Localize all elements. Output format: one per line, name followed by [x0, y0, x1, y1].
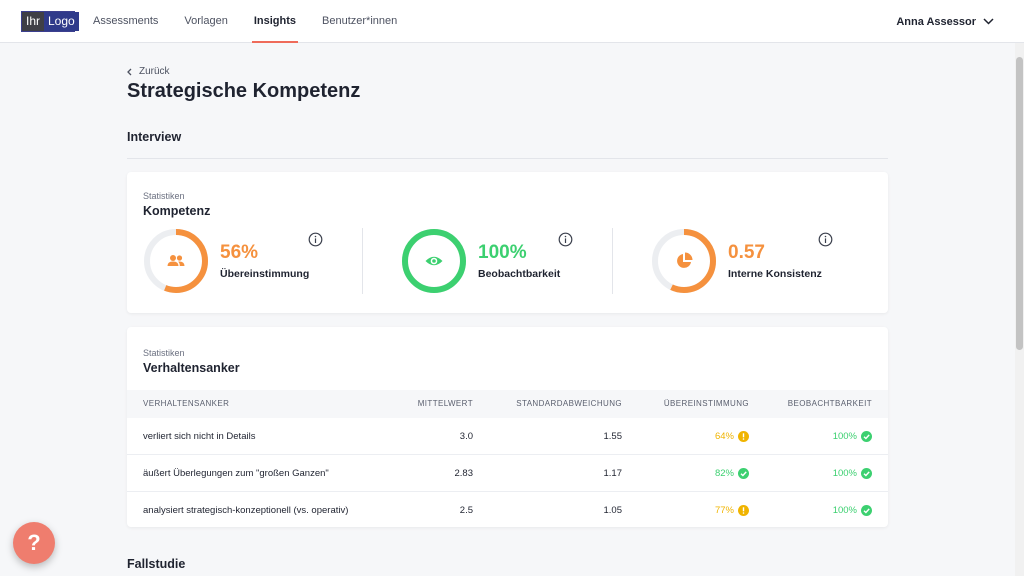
agreement-text: 82% — [714, 468, 734, 479]
nav-assessments[interactable]: Assessments — [93, 15, 159, 27]
agreement-cell: 77% — [715, 492, 749, 529]
column-header-observability[interactable]: Beobachtbarkeit — [787, 399, 872, 408]
card-subtitle: Statistiken — [143, 191, 185, 201]
stat-internal-consistency: 0.57 Interne Konsistenz — [651, 228, 841, 294]
warning-icon — [738, 431, 749, 442]
agreement-label: Übereinstimmung — [220, 268, 310, 280]
column-header-anchor[interactable]: Verhaltensanker — [143, 399, 230, 408]
pie-chart-icon — [677, 252, 693, 268]
eye-icon — [425, 256, 443, 266]
info-icon[interactable] — [818, 232, 833, 247]
page-title: Strategische Kompetenz — [127, 80, 361, 102]
table-row[interactable]: verliert sich nicht in Details 3.0 1.55 … — [127, 418, 888, 455]
competence-stats-card: Statistiken Kompetenz 56% Übereinstimmun… — [127, 172, 888, 313]
observability-cell: 100% — [833, 418, 872, 455]
section-title-interview: Interview — [127, 130, 182, 144]
agreement-cell: 64% — [715, 418, 749, 455]
observability-cell: 100% — [833, 455, 872, 492]
stat-divider — [362, 228, 363, 294]
scrollbar-thumb[interactable] — [1016, 57, 1023, 350]
main-nav: Assessments Vorlagen Insights Benutzer*i… — [93, 0, 423, 43]
consistency-ring — [652, 229, 716, 293]
card-subtitle: Statistiken — [143, 348, 185, 358]
mean-cell: 2.5 — [459, 505, 473, 516]
check-icon — [861, 431, 872, 442]
user-menu[interactable]: Anna Assessor — [896, 0, 994, 43]
mean-cell: 3.0 — [459, 431, 473, 442]
nav-vorlagen[interactable]: Vorlagen — [184, 15, 228, 27]
anchor-cell: äußert Überlegungen zum "großen Ganzen" — [143, 468, 329, 479]
agreement-text: 77% — [714, 505, 734, 516]
stat-agreement: 56% Übereinstimmung — [143, 228, 323, 294]
observability-value: 100% — [478, 242, 527, 263]
top-navigation-bar: Ihr Logo Assessments Vorlagen Insights B… — [0, 0, 1024, 43]
std-cell: 1.17 — [603, 468, 623, 479]
observability-label: Beobachtbarkeit — [478, 268, 561, 280]
back-link[interactable]: Zurück — [127, 66, 170, 77]
consistency-label: Interne Konsistenz — [728, 268, 822, 280]
agreement-ring — [144, 229, 208, 293]
observability-text: 100% — [832, 468, 857, 479]
anchor-cell: verliert sich nicht in Details — [143, 431, 256, 442]
logo-text-left: Ihr — [22, 12, 44, 31]
anchor-cell: analysiert strategisch-konzeptionell (vs… — [143, 505, 349, 516]
agreement-value: 56% — [220, 242, 259, 263]
table-header: Verhaltensanker Mittelwert Standardabwei… — [127, 390, 888, 418]
column-header-mean[interactable]: Mittelwert — [417, 399, 473, 408]
info-icon[interactable] — [558, 232, 573, 247]
nav-benutzerinnen[interactable]: Benutzer*innen — [322, 15, 398, 27]
check-icon — [738, 468, 749, 479]
column-header-std[interactable]: Standardabweichung — [516, 399, 622, 408]
warning-icon — [738, 505, 749, 516]
check-icon — [861, 505, 872, 516]
company-logo[interactable]: Ihr Logo — [21, 11, 79, 32]
mean-cell: 2.83 — [454, 468, 474, 479]
stat-observability: 100% Beobachtbarkeit — [401, 228, 581, 294]
chevron-left-icon — [127, 68, 132, 75]
std-cell: 1.55 — [603, 431, 623, 442]
info-icon[interactable] — [308, 232, 323, 247]
agreement-cell: 82% — [715, 455, 749, 492]
check-icon — [861, 468, 872, 479]
consistency-value: 0.57 — [728, 242, 765, 263]
table-row[interactable]: äußert Überlegungen zum "großen Ganzen" … — [127, 455, 888, 492]
stat-divider — [612, 228, 613, 294]
section-divider — [127, 158, 888, 159]
people-icon — [167, 255, 185, 266]
observability-text: 100% — [832, 505, 857, 516]
column-header-agreement[interactable]: Übereinstimmung — [663, 399, 749, 408]
back-label: Zurück — [139, 66, 170, 77]
observability-cell: 100% — [833, 492, 872, 529]
logo-text-right: Logo — [44, 12, 79, 31]
card-title: Kompetenz — [143, 204, 211, 218]
chevron-down-icon — [983, 18, 994, 25]
nav-insights[interactable]: Insights — [251, 0, 299, 43]
section-title-fallstudie: Fallstudie — [127, 557, 186, 571]
user-name: Anna Assessor — [896, 15, 976, 28]
card-title: Verhaltensanker — [143, 361, 240, 375]
observability-ring — [402, 229, 466, 293]
observability-text: 100% — [832, 431, 857, 442]
agreement-text: 64% — [714, 431, 734, 442]
std-cell: 1.05 — [603, 505, 623, 516]
help-button[interactable]: ? — [13, 522, 55, 564]
anchor-stats-card: Statistiken Verhaltensanker Verhaltensan… — [127, 327, 888, 527]
table-row[interactable]: analysiert strategisch-konzeptionell (vs… — [127, 492, 888, 529]
